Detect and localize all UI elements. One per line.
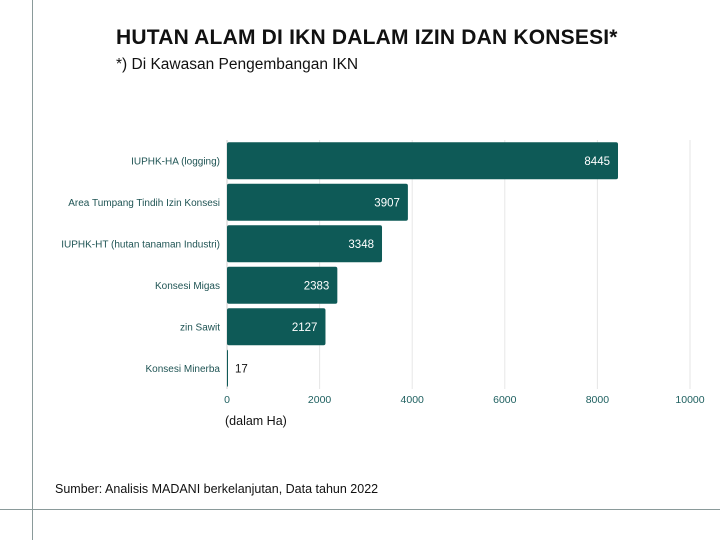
chart-subtitle: *) Di Kawasan Pengembangan IKN xyxy=(116,56,359,73)
x-tick-label: 6000 xyxy=(493,394,517,406)
value-label: 8445 xyxy=(584,156,610,168)
category-label: zin Sawit xyxy=(180,322,220,333)
value-label: 2127 xyxy=(292,322,318,334)
category-label: IUPHK-HA (logging) xyxy=(131,156,220,167)
bar xyxy=(227,266,338,304)
bar xyxy=(227,308,326,346)
bar xyxy=(227,142,619,180)
category-label: IUPHK-HT (hutan tanaman Industri) xyxy=(61,239,220,250)
value-label: 3348 xyxy=(348,239,374,251)
bar xyxy=(227,349,228,387)
x-tick-label: 10000 xyxy=(675,394,704,406)
bar xyxy=(227,183,408,221)
source-note: Sumber: Analisis MADANI berkelanjutan, D… xyxy=(55,482,379,496)
x-tick-label: 4000 xyxy=(401,394,425,406)
bar-chart: 0 2000 4000 6000 8000 10000 IUPHK-HA (logging)… xyxy=(61,140,705,406)
x-axis-unit-label: (dalam Ha) xyxy=(225,414,287,428)
bar xyxy=(227,225,383,263)
x-tick-label: 2000 xyxy=(308,394,332,406)
bottom-frame-line xyxy=(0,509,720,510)
x-tick-label: 8000 xyxy=(586,394,610,406)
chart-title: HUTAN ALAM DI IKN DALAM IZIN DAN KONSESI… xyxy=(116,26,618,49)
value-label: 2383 xyxy=(304,280,330,292)
category-label: Area Tumpang Tindih Izin Konsesi xyxy=(68,198,220,209)
value-label: 17 xyxy=(235,363,248,375)
x-tick-label: 0 xyxy=(224,394,230,406)
left-frame-line xyxy=(32,0,33,540)
category-label: Konsesi Migas xyxy=(155,281,220,292)
category-label: Konsesi Minerba xyxy=(146,364,221,375)
value-label: 3907 xyxy=(374,197,400,209)
